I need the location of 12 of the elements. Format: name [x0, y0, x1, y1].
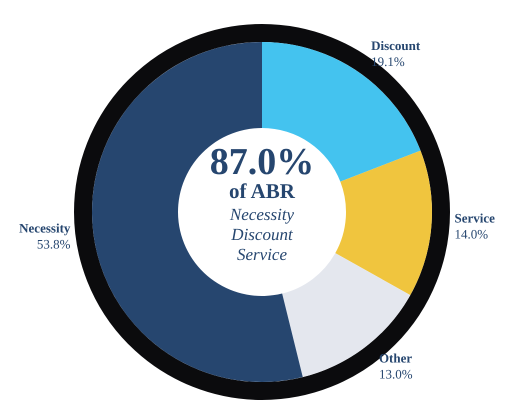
donut-slice [335, 150, 432, 296]
slice-label: Service [454, 210, 496, 226]
data-label: 14.0% [454, 226, 488, 242]
text: Discount [230, 225, 294, 244]
data-label: 53.8% [36, 236, 71, 252]
slice-label: Necessity [19, 220, 71, 236]
data-label: 13.0% [378, 366, 413, 382]
data-label: 19.1% [371, 54, 405, 69]
slice-label: Discount [371, 38, 421, 53]
text: Necessity [228, 205, 295, 224]
slice-label: Other [378, 350, 412, 366]
text: Service [236, 245, 288, 264]
